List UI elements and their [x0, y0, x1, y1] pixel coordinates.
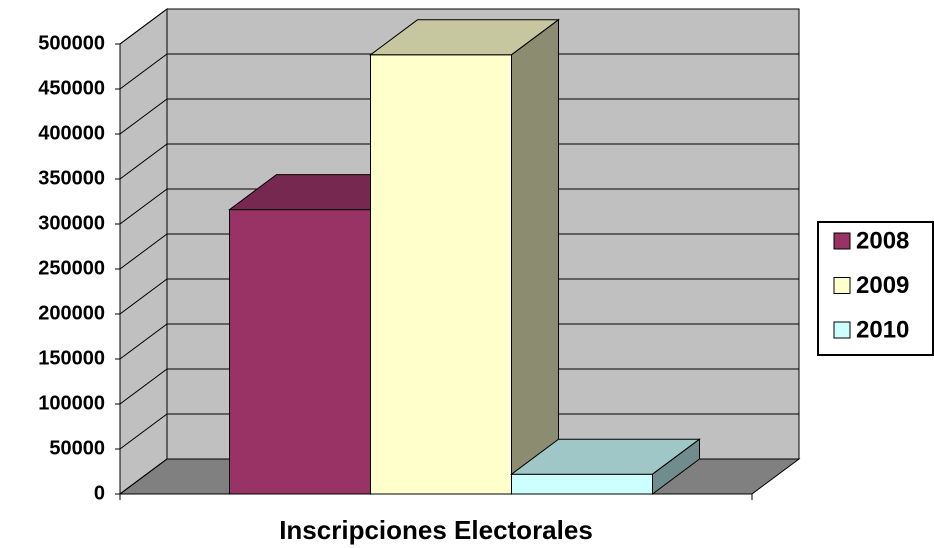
y-tick-label: 100000 — [38, 392, 105, 414]
grid-line — [119, 53, 799, 90]
grid-line — [119, 143, 799, 180]
y-tick-label: 250000 — [38, 257, 105, 279]
legend-swatch — [833, 277, 851, 294]
bar — [229, 209, 371, 495]
y-tick-label: 0 — [94, 482, 105, 504]
bar — [370, 54, 512, 495]
grid-line — [119, 323, 799, 360]
bar — [511, 473, 653, 495]
legend-label: 2010 — [856, 316, 909, 343]
y-tick-label: 350000 — [38, 167, 105, 189]
grid-line — [119, 8, 799, 45]
legend-swatch — [833, 232, 851, 250]
legend-swatch — [833, 321, 851, 339]
y-tick-label: 300000 — [38, 212, 105, 234]
x-axis-title: Inscripciones Electorales — [279, 515, 593, 545]
bar-side — [511, 18, 559, 495]
y-tick-label: 50000 — [49, 437, 105, 459]
grid-line — [119, 278, 799, 315]
y-tick-label: 450000 — [38, 77, 105, 99]
legend-label: 2008 — [856, 227, 909, 254]
bar-side — [652, 438, 700, 495]
grid-line — [119, 413, 799, 450]
y-tick-label: 200000 — [38, 302, 105, 324]
grid-line — [119, 233, 799, 270]
grid-line — [119, 368, 799, 405]
y-tick-label: 400000 — [38, 122, 105, 144]
legend-label: 2009 — [856, 272, 909, 299]
y-tick-label: 500000 — [38, 32, 105, 54]
grid-line — [119, 98, 799, 135]
grid-line — [119, 188, 799, 225]
y-tick-label: 150000 — [38, 347, 105, 369]
